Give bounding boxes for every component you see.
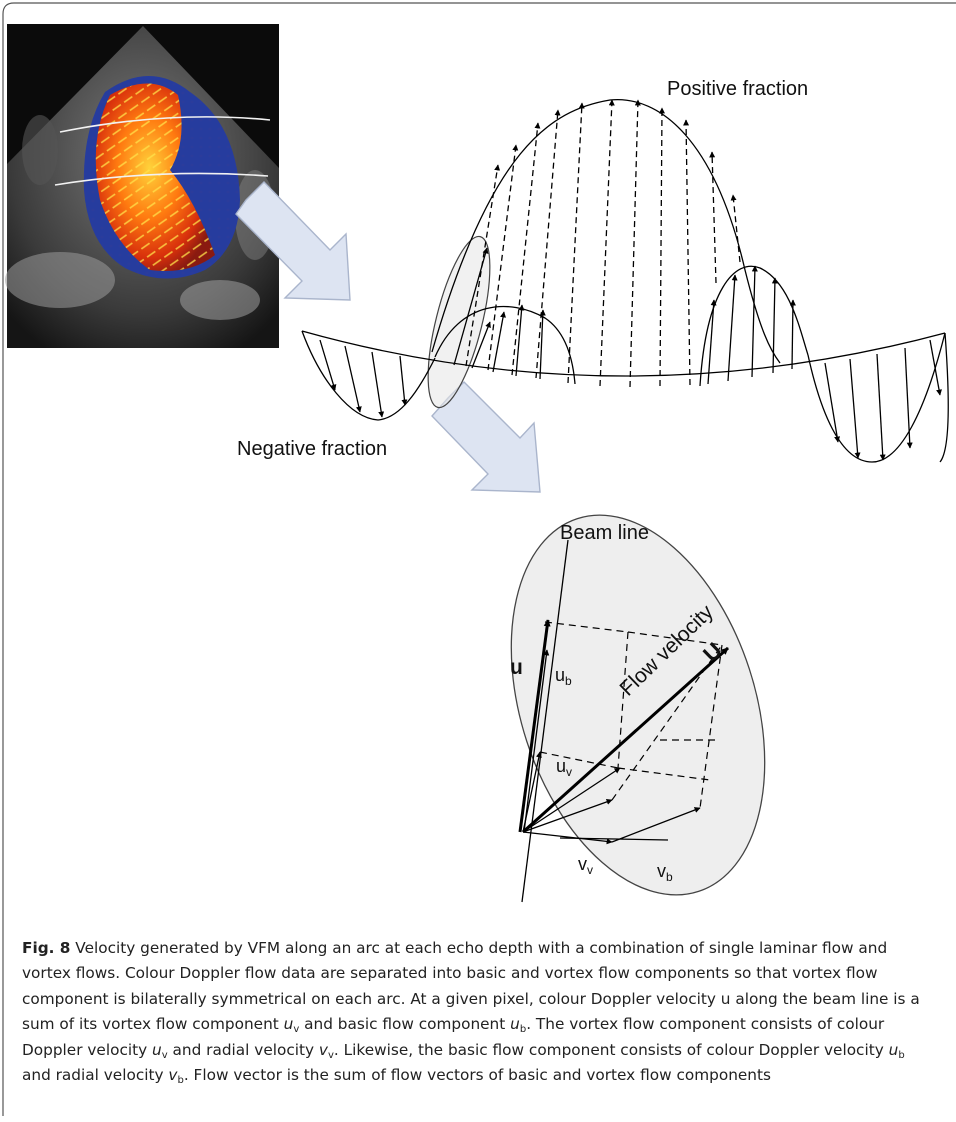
figure-caption: Fig. 8 Velocity generated by VFM along a… (22, 939, 920, 1087)
label-u-b: ub (555, 665, 572, 688)
label-negative-fraction: Negative fraction (237, 438, 387, 460)
velocity-profile (301, 99, 949, 463)
left-negative-lobe (301, 330, 436, 421)
decomposition-diagram (518, 539, 730, 903)
echo-image (5, 24, 279, 348)
positive-curve (431, 99, 781, 364)
label-positive-fraction: Positive fraction (667, 78, 808, 100)
right-vortex-lobe (699, 265, 809, 387)
label-beam-line: Beam line (560, 522, 649, 544)
caption-label: Fig. 8 (22, 939, 71, 957)
baseline-arc (301, 330, 946, 377)
figure: Positive fraction Negative fraction Beam… (5, 24, 949, 903)
left-vortex-lobe (434, 305, 576, 385)
label-v-v: vv (578, 854, 593, 877)
profile-vectors (319, 99, 942, 461)
block-arrow-2 (431, 381, 541, 493)
label-u-v: uv (556, 756, 572, 779)
right-negative-lobe (807, 332, 946, 463)
beam-line (521, 539, 569, 903)
label-u-bold: u (510, 656, 523, 679)
decomposition-ellipse (510, 514, 766, 896)
block-arrow-1 (235, 181, 351, 301)
outer-negative-lobe (939, 332, 949, 463)
label-v-b: vb (657, 861, 673, 884)
